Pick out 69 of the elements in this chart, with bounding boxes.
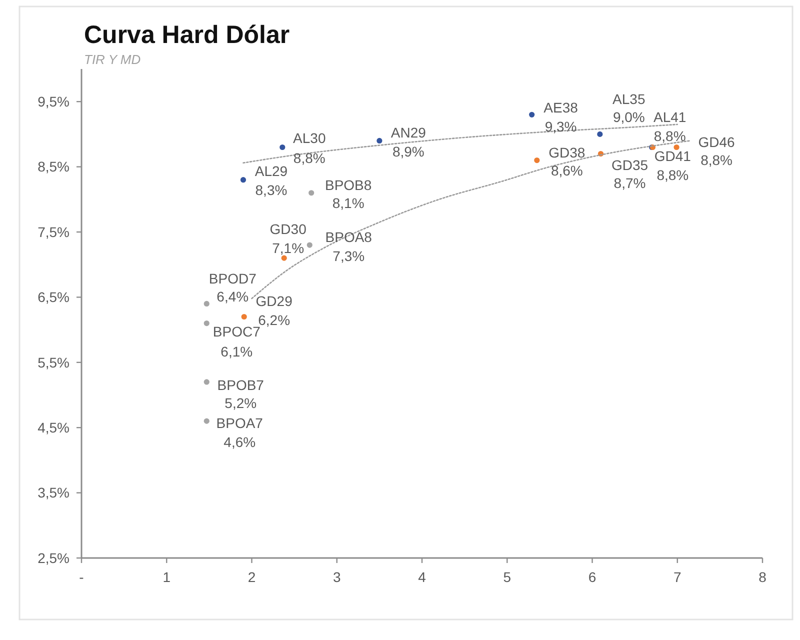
data-label: 6,2%: [258, 312, 290, 328]
annotation: GD46: [698, 134, 736, 150]
y-tick-label: 9,5%: [38, 94, 70, 110]
point: [280, 144, 286, 150]
data-label: 8,8%: [293, 150, 326, 166]
data-label: 8,8%: [700, 152, 732, 168]
point: [534, 157, 540, 164]
annotation: AL35: [612, 91, 646, 108]
point: [529, 112, 535, 118]
annotation: AE38: [544, 100, 578, 116]
x-tick-label: 8: [758, 569, 767, 585]
data-label: 7,1%: [272, 240, 304, 256]
y-tick-label: 7,5%: [38, 224, 70, 240]
point: [674, 144, 680, 150]
data-label: 8,6%: [550, 162, 583, 178]
point: [204, 320, 210, 326]
annotation: GD41: [654, 148, 692, 164]
annotation: GD35: [611, 156, 648, 173]
point: [597, 131, 603, 137]
point: [204, 418, 210, 424]
x-tick-label: 1: [162, 569, 171, 585]
data-label: 8,3%: [255, 182, 288, 198]
annotation: AL41: [653, 109, 686, 126]
data-label: 9,0%: [612, 109, 645, 126]
x-tick-label: 2: [248, 569, 256, 585]
annotation: BPOA7: [216, 415, 264, 432]
annotation: BPOB7: [217, 376, 264, 393]
data-label: 6,4%: [216, 288, 249, 305]
point: [241, 314, 247, 320]
x-tick-label: 7: [673, 569, 682, 585]
y-tick-label: 3,5%: [38, 484, 70, 501]
annotation: GD38: [548, 144, 586, 160]
chart-subtitle: TIR Y MD: [84, 52, 141, 67]
point: [204, 379, 210, 385]
point: [281, 255, 287, 261]
point: [204, 300, 210, 307]
y-tick-label: 5,5%: [38, 354, 70, 370]
x-tick-label: -: [79, 569, 84, 585]
data-label: 8,8%: [654, 128, 686, 144]
x-tick-label: 5: [503, 569, 512, 585]
annotation: BPOC7: [212, 323, 261, 340]
y-tick-label: 8,5%: [38, 158, 70, 175]
annotation: GD29: [256, 292, 293, 309]
x-tick-label: 4: [418, 569, 426, 585]
data-label: 8,7%: [614, 174, 646, 191]
annotation: AL29: [254, 162, 288, 179]
annotation: BPOD7: [208, 270, 257, 287]
y-tick-label: 4,5%: [38, 420, 70, 436]
y-tick-label: 6,5%: [38, 289, 70, 306]
annotation: AL30: [293, 130, 326, 146]
data-label: 5,2%: [224, 394, 257, 411]
data-label: 8,1%: [332, 194, 364, 211]
data-label: 8,8%: [656, 167, 689, 184]
point: [376, 138, 382, 144]
annotation: GD30: [270, 221, 307, 238]
data-label: 6,1%: [220, 343, 253, 360]
data-label: 9,3%: [544, 118, 577, 135]
data-label: 7,3%: [332, 248, 365, 264]
data-label: 8,9%: [392, 144, 424, 160]
point: [240, 177, 246, 183]
annotation: AN29: [390, 124, 426, 141]
x-tick-label: 3: [332, 569, 341, 585]
point: [308, 190, 314, 196]
chart-title: Curva Hard Dólar: [84, 21, 290, 49]
x-tick-label: 6: [588, 569, 596, 585]
y-tick-label: 2,5%: [38, 550, 70, 566]
annotation: BPOB8: [324, 176, 372, 193]
point: [306, 242, 312, 248]
data-label: 4,6%: [224, 434, 256, 450]
